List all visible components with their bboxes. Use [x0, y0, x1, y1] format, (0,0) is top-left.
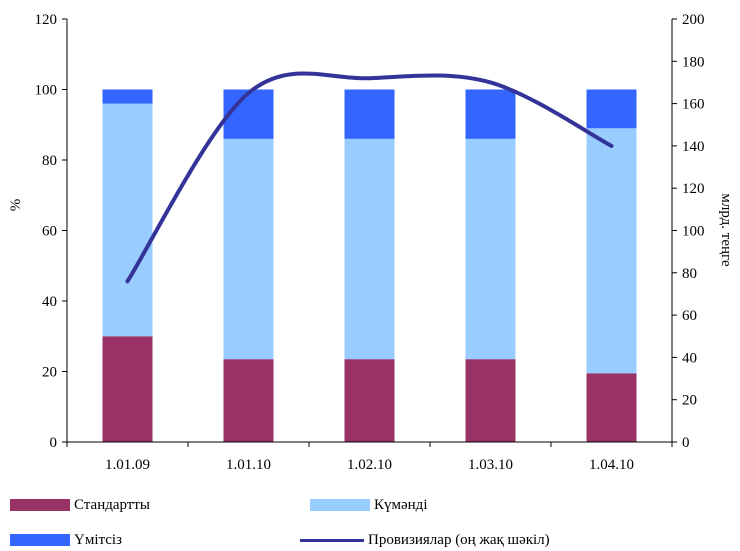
bar-standard-4 — [586, 373, 637, 442]
y2-tick-label-6: 120 — [682, 181, 705, 197]
y2-tick-label-7: 140 — [682, 139, 705, 155]
bar-doubtful-0 — [102, 103, 153, 337]
bar-standard-1 — [223, 359, 274, 442]
y-tick-label-4: 80 — [42, 153, 57, 169]
bar-doubtful-3 — [465, 138, 516, 360]
y-tick-label-1: 20 — [42, 365, 57, 381]
bars-layer — [102, 89, 637, 442]
bar-standard-0 — [102, 336, 153, 442]
bar-hopeless-2 — [344, 89, 395, 139]
provisions-point-4 — [611, 145, 612, 147]
bar-hopeless-3 — [465, 89, 516, 139]
bar-hopeless-1 — [223, 89, 274, 139]
x-tick-label-2: 1.02.10 — [347, 457, 392, 473]
provisions-point-3 — [490, 81, 491, 83]
y2-tick-label-9: 180 — [682, 54, 705, 70]
bar-standard-3 — [465, 359, 516, 442]
y-tick-label-3: 60 — [42, 224, 57, 240]
bar-doubtful-1 — [223, 138, 274, 360]
provisions-point-0 — [127, 280, 128, 282]
y2-tick-label-8: 160 — [682, 97, 705, 113]
bar-standard-2 — [344, 359, 395, 442]
y2-tick-label-5: 100 — [682, 224, 705, 240]
y-tick-label-5: 100 — [35, 83, 58, 99]
x-tick-label-4: 1.04.10 — [589, 457, 634, 473]
bar-hopeless-0 — [102, 89, 153, 104]
y-tick-label-2: 40 — [42, 294, 57, 310]
provisions-line — [125, 71, 614, 284]
provisions-point-2 — [369, 77, 370, 79]
y2-tick-label-2: 40 — [682, 350, 697, 366]
line-layer — [125, 71, 614, 284]
y-axis-title: % — [8, 199, 24, 212]
y2-tick-label-0: 0 — [682, 435, 690, 451]
provisions-point-1 — [248, 92, 249, 94]
axes-layer: 0 20 40 60 80 100 120 0 20 40 60 80 100 120 140 160 180 2… — [35, 12, 705, 473]
y2-axis-title: млрд. теңге — [718, 193, 734, 267]
bar-doubtful-4 — [586, 128, 637, 374]
y2-tick-label-1: 20 — [682, 393, 697, 409]
y2-tick-label-10: 200 — [682, 12, 705, 28]
y-tick-label-0: 0 — [50, 435, 58, 451]
bar-hopeless-4 — [586, 89, 637, 129]
y2-tick-label-3: 60 — [682, 308, 697, 324]
x-tick-label-1: 1.01.10 — [226, 457, 271, 473]
y-tick-label-6: 120 — [35, 12, 58, 28]
y2-tick-label-4: 80 — [682, 266, 697, 282]
x-tick-label-3: 1.03.10 — [468, 457, 513, 473]
x-tick-label-0: 1.01.09 — [105, 457, 150, 473]
bar-doubtful-2 — [344, 138, 395, 360]
